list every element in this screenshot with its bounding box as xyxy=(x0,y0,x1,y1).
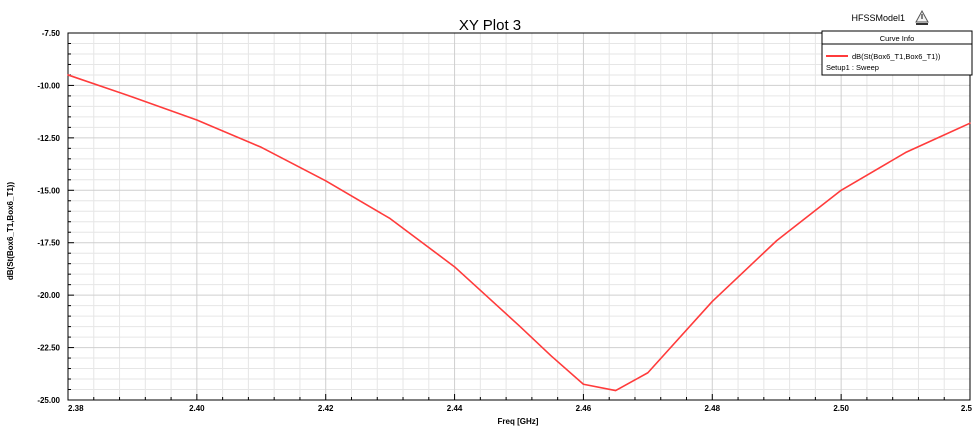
y-tick-labels: -7.50 -10.00 -12.50 -15.00 -17.50 -20.00 -22.5… xyxy=(37,29,60,405)
legend-entry-label: dB(St(Box6_T1,Box6_T1)) xyxy=(852,52,941,61)
y-tick-label: -10.00 xyxy=(37,81,60,90)
x-tick-label: 2.5 xyxy=(961,404,973,413)
legend-box xyxy=(821,30,973,76)
plot-grid xyxy=(67,32,971,401)
series-line xyxy=(67,74,971,392)
y-tick-label: -7.50 xyxy=(42,29,61,38)
x-tick-labels: 2.38 2.40 2.42 2.44 2.46 2.48 2.50 2.5 xyxy=(68,404,973,413)
y-tick-label: -25.00 xyxy=(37,396,60,405)
axis-ticks xyxy=(67,32,971,401)
legend-title: Curve Info xyxy=(880,34,915,43)
y-tick-label: -17.50 xyxy=(37,239,60,248)
legend: Curve Info dB(St(Box6_T1,Box6_T1)) Setup… xyxy=(821,30,973,76)
model-name: HFSSModel1 xyxy=(851,13,905,23)
x-tick-label: 2.44 xyxy=(447,404,463,413)
x-tick-label: 2.46 xyxy=(576,404,592,413)
y-axis-label: dB(St(Box6_T1,Box6_T1)) xyxy=(6,182,15,281)
series-layer xyxy=(67,74,971,392)
x-tick-label: 2.40 xyxy=(189,404,205,413)
x-axis-label: Freq [GHz] xyxy=(498,417,539,426)
chart-title: XY Plot 3 xyxy=(459,17,521,34)
plot-area xyxy=(67,32,971,401)
x-tick-label: 2.38 xyxy=(68,404,84,413)
y-tick-label: -20.00 xyxy=(37,291,60,300)
legend-entry-sublabel: Setup1 : Sweep xyxy=(826,63,879,72)
y-tick-label: -12.50 xyxy=(37,134,60,143)
x-tick-label: 2.50 xyxy=(833,404,849,413)
model-logo-icon xyxy=(915,9,929,25)
x-tick-label: 2.48 xyxy=(704,404,720,413)
y-tick-label: -22.50 xyxy=(37,344,60,353)
y-tick-label: -15.00 xyxy=(37,186,60,195)
x-tick-label: 2.42 xyxy=(318,404,334,413)
